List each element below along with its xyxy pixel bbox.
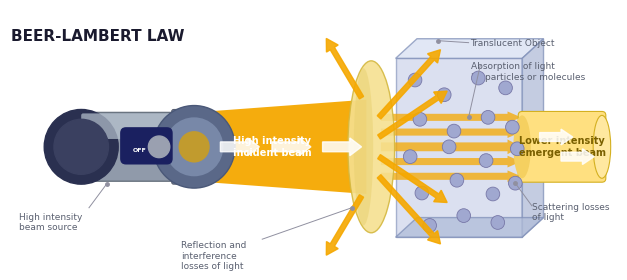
Ellipse shape [354, 68, 373, 225]
Circle shape [498, 81, 512, 95]
FancyArrow shape [381, 126, 521, 138]
Circle shape [54, 119, 108, 174]
Circle shape [413, 113, 427, 126]
Circle shape [491, 216, 505, 229]
FancyArrow shape [381, 139, 521, 154]
Bar [396, 59, 522, 237]
Ellipse shape [593, 115, 611, 178]
Circle shape [45, 109, 118, 184]
FancyArrow shape [377, 50, 440, 119]
Ellipse shape [348, 61, 394, 233]
FancyArrow shape [326, 195, 364, 255]
Circle shape [505, 120, 519, 134]
FancyBboxPatch shape [172, 109, 197, 184]
Circle shape [450, 173, 464, 187]
FancyBboxPatch shape [82, 113, 176, 139]
Text: Absorption of light
by particles or molecules: Absorption of light by particles or mole… [470, 62, 585, 82]
Circle shape [179, 131, 209, 163]
Text: High intensity
beam source: High intensity beam source [19, 213, 82, 232]
Circle shape [408, 73, 422, 87]
Circle shape [438, 88, 451, 102]
FancyArrow shape [220, 138, 260, 156]
Polygon shape [396, 39, 544, 59]
Circle shape [403, 150, 417, 164]
Text: OFF: OFF [133, 148, 147, 153]
Circle shape [149, 136, 170, 158]
Polygon shape [522, 39, 544, 237]
FancyArrow shape [322, 138, 362, 156]
Text: Scattering losses
of light: Scattering losses of light [532, 203, 609, 222]
Ellipse shape [514, 115, 531, 178]
Circle shape [153, 106, 235, 188]
FancyBboxPatch shape [120, 127, 172, 165]
FancyBboxPatch shape [78, 113, 177, 181]
Circle shape [472, 71, 485, 85]
FancyArrow shape [540, 129, 572, 145]
Circle shape [447, 124, 461, 138]
Circle shape [510, 142, 524, 156]
FancyArrow shape [381, 156, 521, 167]
Circle shape [479, 154, 493, 167]
FancyArrow shape [326, 38, 364, 99]
FancyArrow shape [561, 149, 594, 165]
Circle shape [442, 140, 456, 154]
Text: Translucent Object: Translucent Object [470, 39, 555, 48]
Text: High intensity
incident beam: High intensity incident beam [233, 136, 311, 158]
Circle shape [423, 219, 436, 232]
FancyArrow shape [381, 111, 521, 123]
FancyArrow shape [377, 91, 447, 139]
Circle shape [415, 186, 429, 200]
FancyArrow shape [272, 138, 311, 156]
Polygon shape [396, 218, 544, 237]
FancyBboxPatch shape [519, 111, 606, 182]
Circle shape [482, 111, 495, 124]
Text: BEER-LAMBERT LAW: BEER-LAMBERT LAW [11, 29, 184, 44]
Circle shape [457, 209, 470, 223]
Text: Lower intensity
emergent beam: Lower intensity emergent beam [519, 136, 606, 158]
Polygon shape [194, 100, 366, 194]
FancyArrow shape [377, 175, 440, 244]
Text: Reflection and
interference
losses of light: Reflection and interference losses of li… [181, 241, 247, 271]
FancyArrow shape [377, 155, 447, 202]
FancyArrow shape [381, 171, 521, 182]
Circle shape [486, 187, 500, 201]
Circle shape [165, 117, 223, 176]
Circle shape [508, 176, 522, 190]
